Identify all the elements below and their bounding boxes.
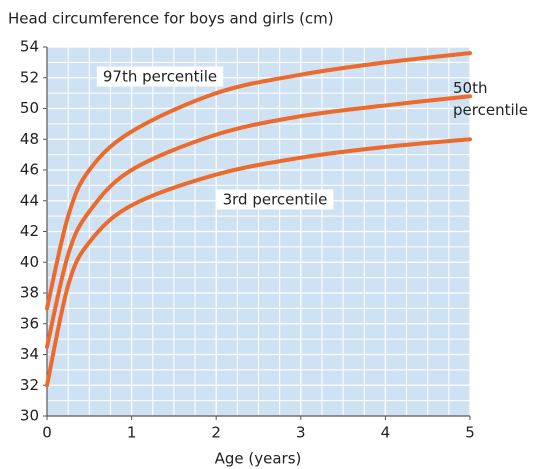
y-tick-label: 30 (20, 407, 39, 425)
x-tick-label: 4 (381, 424, 391, 442)
series-label: 50th percentile (453, 79, 528, 119)
y-tick-label: 40 (20, 253, 39, 271)
line (45, 51, 472, 311)
chart-title: Head circumference for boys and girls (c… (8, 10, 334, 28)
y-tick-label: 54 (20, 38, 39, 56)
y-tick-label: 44 (20, 191, 39, 209)
label-line: 50th (453, 79, 487, 97)
line (45, 137, 472, 388)
line (45, 94, 472, 349)
x-tick-label: 3 (296, 424, 306, 442)
x-tick-label: 0 (42, 424, 52, 442)
y-tick-label: 46 (20, 161, 39, 179)
y-tick-label: 32 (20, 376, 39, 394)
label-background (216, 189, 334, 210)
y-tick-label: 50 (20, 99, 39, 117)
y-tick-label: 34 (20, 345, 39, 363)
x-tick-label: 5 (465, 424, 475, 442)
y-tick-label: 36 (20, 314, 39, 332)
x-tick-label: 1 (127, 424, 137, 442)
x-tick-label: 2 (211, 424, 221, 442)
label-line: percentile (453, 101, 528, 119)
series-label: 3rd percentile (223, 191, 328, 209)
label-background (96, 66, 224, 87)
y-tick-label: 38 (20, 284, 39, 302)
y-tick-label: 48 (20, 130, 39, 148)
y-tick-label: 42 (20, 222, 39, 240)
x-axis-label: Age (years) (215, 450, 302, 468)
y-tick-label: 52 (20, 68, 39, 86)
series-label: 97th percentile (103, 68, 217, 86)
